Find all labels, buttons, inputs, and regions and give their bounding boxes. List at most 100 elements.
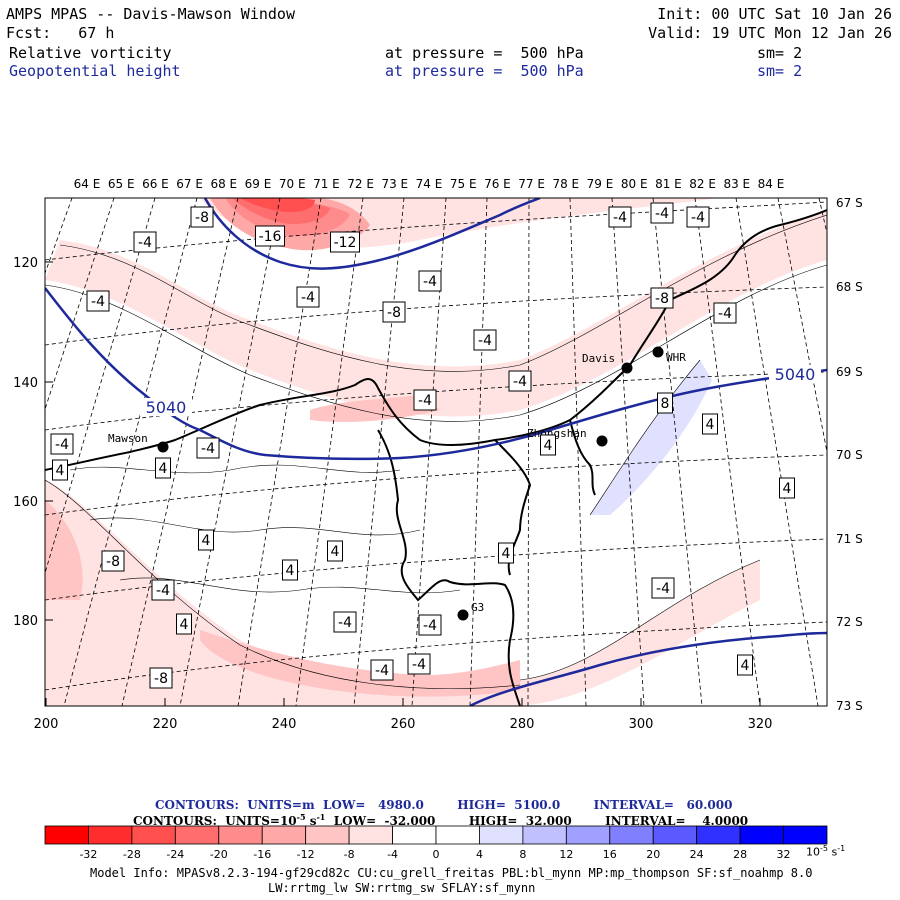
vort-label-text: -4 [613, 210, 627, 226]
model-info-line2: LW:rrtmg_lw SW:rrtmg_sw SFLAY:sf_mynn [268, 881, 536, 895]
colorbar-tick-label: -8 [344, 848, 355, 861]
height-label-bg [769, 365, 821, 383]
station-label: Davis [582, 352, 615, 365]
lon-label: 75 E [450, 177, 477, 191]
station-label: Mawson [108, 432, 148, 445]
vort-label-text: -4 [418, 393, 432, 409]
field2-smoothing: sm= 2 [757, 62, 803, 80]
vort-label-text: -16 [259, 229, 282, 245]
colorbar-tick-label: 8 [519, 848, 526, 861]
latitude-labels: 67 S 68 S 69 S 70 S 71 S 72 S 73 S [836, 196, 863, 713]
vort-label-text: 4 [159, 461, 168, 477]
station-marker [457, 609, 469, 621]
vort-label-box [133, 231, 157, 253]
vort-label-text: 4 [56, 463, 65, 479]
field1-pressure: at pressure = 500 hPa [385, 44, 584, 62]
init-time: Init: 00 UTC Sat 10 Jan 26 [657, 5, 892, 23]
x-tick-label: 240 [272, 717, 297, 732]
vort-label-box [196, 437, 220, 459]
lon-label: 73 E [381, 177, 408, 191]
cbar-units-suffix-exp: -1 [837, 844, 846, 853]
lon-label: 67 E [176, 177, 203, 191]
vort-label-box [86, 290, 110, 312]
x-tick-labels: 200 220 240 260 280 300 320 [34, 717, 773, 732]
contour2-text: CONTOURS: UNITS=10 [133, 814, 297, 828]
forecast-hour: Fcst: 67 h [6, 24, 115, 42]
vort-label-box [650, 287, 674, 309]
contour2-exp: -5 [296, 812, 306, 822]
vort-label-box [151, 579, 175, 601]
vort-label-text: 4 [706, 417, 715, 433]
colorbar-units: 10-5 s-1 [806, 844, 845, 859]
colorbar-tick-label: 12 [559, 848, 573, 861]
field2-pressure: at pressure = 500 hPa [385, 62, 584, 80]
vort-label-box [498, 542, 514, 564]
contour2-rest: s [305, 814, 317, 828]
vort-label-box [370, 659, 394, 681]
colorbar-cell [174, 825, 220, 845]
x-tick-label: 280 [510, 717, 535, 732]
coastline [45, 209, 827, 706]
vort-label-text: -8 [195, 210, 209, 226]
lon-label: 81 E [655, 177, 682, 191]
colorbar-tick-label: 0 [433, 848, 440, 861]
station-marker [621, 362, 633, 374]
vorticity-labels: -8 -4 -16 -12 -4 -4 -4 -8 -4 -4 -4 -4 -4 -4 -8 -4 -4 8 4 -4… [50, 202, 795, 689]
vort-label-box [418, 270, 442, 292]
vort-label-text: 4 [286, 563, 295, 579]
colorbar-cell [218, 825, 263, 845]
vort-label-box [779, 477, 795, 499]
colorbar-tick-label: -32 [79, 848, 97, 861]
vorticity-contours [45, 214, 827, 689]
vort-label-text: -4 [656, 581, 670, 597]
colorbar-cell [783, 825, 828, 845]
plot-title: AMPS MPAS -- Davis-Mawson Window [6, 5, 295, 23]
colorbar-cell [261, 825, 307, 845]
y-tick-label: 160 [13, 495, 38, 510]
vort-label-text: 4 [783, 481, 792, 497]
vort-label-text: -12 [334, 235, 357, 251]
vort-label-box [190, 206, 214, 228]
vort-label-box [650, 202, 674, 224]
vort-label-box [101, 550, 125, 572]
vort-label-box [330, 231, 360, 253]
vort-label-box [333, 611, 357, 633]
vorticity-contour-info: CONTOURS: UNITS=10-5 s-1 LOW= -32.000 HI… [133, 812, 748, 828]
colorbar-cell [609, 825, 654, 845]
vort-label-text: -4 [338, 615, 352, 631]
vort-label-box [327, 540, 343, 562]
colorbar-cell [131, 825, 176, 845]
colorbar-tick-label: -20 [210, 848, 228, 861]
colorbar-cell [652, 825, 698, 845]
vort-label-box [702, 413, 718, 435]
vort-label-box [149, 667, 173, 689]
colorbar: -32 -28 -24 -20 -16 -12 -8 -4 0 4 8 12 16 20 24 28 32 [44, 825, 828, 861]
lon-label: 79 E [587, 177, 614, 191]
vort-label-box [255, 225, 285, 247]
colorbar-cell [696, 825, 741, 845]
colorbar-cell [522, 825, 567, 845]
lon-label: 84 E [758, 177, 785, 191]
stations-layer: Mawson Davis WHR Zhongshan G3 [108, 346, 686, 621]
height-contour-info: CONTOURS: UNITS=m LOW= 4980.0 HIGH= 5100… [155, 798, 733, 812]
colorbar-cell [348, 825, 393, 845]
lon-label: 76 E [484, 177, 511, 191]
model-info-line1: Model Info: MPASv8.2.3-194-gf29cd82c CU:… [90, 866, 813, 880]
lat-label: 73 S [836, 699, 863, 713]
y-tick-label: 140 [13, 376, 38, 391]
height-label-text: 5040 [146, 398, 187, 417]
x-tick-label: 220 [153, 717, 178, 732]
lat-label: 68 S [836, 280, 863, 294]
vort-label-text: -4 [655, 206, 669, 222]
colorbar-tick-label: 16 [603, 848, 617, 861]
vort-label-text: -4 [201, 441, 215, 457]
colorbar-tick-label: -12 [297, 848, 315, 861]
vort-label-text: -8 [387, 305, 401, 321]
height-labels: 5040 5040 [140, 365, 821, 417]
vort-label-text: -8 [655, 291, 669, 307]
vort-label-box [608, 206, 632, 228]
lon-label: 78 E [552, 177, 579, 191]
vort-label-text: 4 [544, 438, 553, 454]
lon-label: 74 E [416, 177, 443, 191]
